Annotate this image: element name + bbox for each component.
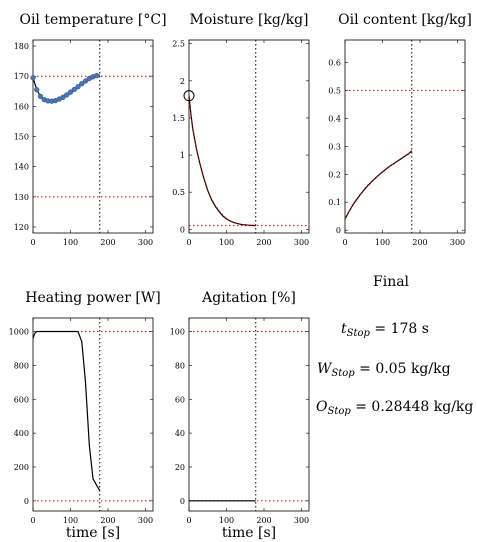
y-tick-label: 1	[180, 151, 185, 160]
subplot-5: Agitation [%]0 100 200 300020406080100time …	[170, 290, 310, 541]
y-tick-label: 80	[175, 361, 185, 370]
subplot-title: Heating power [W]	[25, 290, 161, 306]
axes-frame	[188, 39, 310, 234]
x-tick-label: 200	[256, 238, 271, 247]
w-stop-value: = 0.05 kg/kg	[359, 361, 451, 377]
y-tick-label: 20	[175, 463, 185, 472]
subplot-1: Oil temperature [°C] 0 100 200 300 120 130 140 1…	[14, 12, 167, 247]
data-point	[67, 89, 74, 95]
o-stop-subscript: Stop	[327, 406, 351, 417]
y-tick-label: 0	[336, 226, 341, 235]
y-tick-label: 140	[14, 163, 29, 172]
y-tick-label: 100	[170, 328, 185, 337]
y-tick-label: 0	[180, 225, 185, 234]
subplot-4: Heating power [W] 0 100 200 300 0 200 400 600 800…	[9, 290, 161, 541]
t-stop-readout: tStop = 178 s	[341, 321, 429, 339]
x-tick-label: 300	[450, 238, 465, 247]
y-tick-label: 0.6	[328, 58, 341, 67]
w-stop-subscript: Stop	[331, 368, 355, 379]
x-tick-label: 300	[138, 238, 153, 247]
x-tick-label: 200	[412, 238, 427, 247]
data-point	[79, 81, 85, 87]
model-series-line	[344, 150, 413, 219]
y-tick-label: 40	[175, 429, 185, 438]
y-tick-label: 60	[175, 395, 185, 404]
x-tick-label: 300	[138, 516, 153, 525]
x-tick-label: 0	[186, 238, 191, 247]
y-tick-label: 150	[14, 133, 29, 142]
x-tick-label: 100	[219, 238, 234, 247]
subplot-title: Moisture [kg/kg]	[189, 12, 308, 28]
x-tick-label: 200	[256, 516, 271, 525]
w-stop-readout: WStop = 0.05 kg/kg	[317, 361, 451, 379]
x-tick-label: 200	[100, 238, 115, 247]
w-stop-symbol: W	[317, 361, 332, 377]
o-stop-readout: OStop = 0.28448 kg/kg	[316, 399, 473, 417]
o-stop-value: = 0.28448 kg/kg	[355, 399, 474, 415]
x-tick-label: 100	[219, 516, 234, 525]
data-point	[64, 92, 70, 98]
y-tick-label: 160	[14, 102, 29, 111]
y-tick-label: 130	[14, 193, 29, 202]
data-point	[30, 75, 36, 81]
start-marker	[183, 90, 195, 102]
measured-series-line	[344, 150, 413, 220]
x-tick-label: 300	[294, 516, 309, 525]
subplot-3: Oil content [kg/kg] 0 100 200 300 0 0.1 0.2 0.3 0…	[328, 12, 472, 247]
y-tick-label: 800	[14, 361, 29, 370]
y-tick-label: 170	[14, 72, 29, 81]
t-stop-value: = 178 s	[374, 321, 429, 337]
y-tick-label: 0.3	[328, 142, 341, 151]
data-point	[60, 94, 66, 100]
o-stop-symbol: O	[316, 399, 328, 415]
y-tick-label: 0.2	[328, 170, 341, 179]
data-point	[94, 72, 100, 79]
y-tick-label: 0	[180, 497, 185, 506]
y-tick-label: 180	[14, 42, 29, 51]
x-tick-label: 0	[30, 238, 35, 247]
y-tick-label: 0.5	[172, 188, 185, 197]
x-tick-label: 0	[186, 516, 191, 525]
subplot-2: Moisture [kg/kg] 0 100 200 300 0 0.5 1 1.5 2 2.5	[172, 12, 310, 247]
t-stop-symbol: t	[341, 321, 347, 337]
x-tick-label: 100	[63, 516, 78, 525]
data-point	[82, 78, 89, 84]
final-title: Final	[373, 274, 410, 290]
y-tick-label: 0.4	[328, 114, 341, 123]
axes-frame	[32, 317, 154, 512]
y-tick-label: 0	[24, 497, 29, 506]
subplot-title: Oil content [kg/kg]	[338, 12, 472, 28]
x-tick-label: 100	[375, 238, 390, 247]
data-point	[71, 86, 77, 93]
x-tick-label: 100	[63, 238, 78, 247]
axes-frame	[32, 39, 154, 234]
y-tick-label: 600	[14, 395, 29, 404]
y-tick-label: 1.5	[172, 114, 185, 123]
data-point	[75, 84, 81, 90]
y-tick-label: 400	[14, 429, 29, 438]
t-stop-subscript: Stop	[346, 328, 370, 339]
y-tick-label: 200	[14, 463, 29, 472]
x-tick-label: 0	[342, 238, 347, 247]
model-series-line	[188, 95, 256, 227]
axes-frame	[188, 317, 310, 512]
y-tick-label: 2.5	[172, 40, 185, 49]
y-tick-label: 0.1	[328, 198, 341, 207]
axes-frame	[344, 39, 466, 234]
data-point	[37, 93, 44, 100]
x-axis-label: time [s]	[66, 525, 120, 541]
y-tick-label: 2	[180, 77, 185, 86]
x-tick-label: 200	[100, 516, 115, 525]
subplot-title: Oil temperature [°C]	[19, 12, 166, 28]
subplot-title: Agitation [%]	[201, 290, 296, 306]
measured-series-line	[32, 330, 101, 492]
x-tick-label: 300	[294, 238, 309, 247]
y-tick-label: 120	[14, 223, 29, 232]
y-tick-label: 0.5	[328, 86, 341, 95]
x-axis-label: time [s]	[222, 525, 276, 541]
y-tick-label: 1000	[9, 328, 29, 337]
x-tick-label: 0	[30, 516, 35, 525]
data-point	[34, 87, 40, 93]
